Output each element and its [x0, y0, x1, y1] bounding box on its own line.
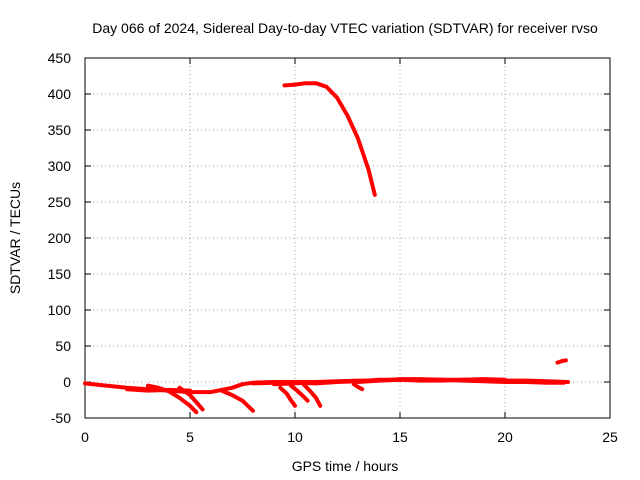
y-tick-label: 450: [48, 50, 72, 66]
x-tick-label: 15: [392, 429, 408, 445]
y-tick-label: 300: [48, 158, 72, 174]
series-high-arc: [282, 81, 377, 197]
y-tick-label: -50: [51, 410, 71, 426]
data-series: [83, 81, 570, 415]
y-tick-label: 150: [48, 266, 72, 282]
y-tick-label: 200: [48, 230, 72, 246]
x-tick-label: 0: [81, 429, 89, 445]
grid: [85, 58, 610, 418]
series-baseline-e: [356, 377, 507, 384]
series-dip-4: [278, 385, 297, 408]
series-dip-7: [351, 382, 365, 392]
series-dip-3: [219, 388, 255, 413]
series-dip-5: [288, 383, 310, 403]
y-tick-label: 0: [63, 374, 71, 390]
y-tick-label: 100: [48, 302, 72, 318]
series-baseline-b: [125, 387, 192, 393]
y-tick-label: 400: [48, 86, 72, 102]
x-axis-label: GPS time / hours: [292, 458, 399, 474]
series-short-arc: [555, 358, 568, 365]
axis-ticks: 0 5 10 15 20 25 -50 0 50 100 150 200 250 300 350 400 450: [48, 50, 618, 445]
chart-title: Day 066 of 2024, Sidereal Day-to-day VTE…: [92, 20, 598, 36]
y-tick-label: 50: [55, 338, 71, 354]
x-tick-label: 5: [186, 429, 194, 445]
series-dip-2: [177, 385, 205, 412]
x-tick-label: 25: [602, 429, 618, 445]
series-dip-6: [301, 382, 323, 408]
x-tick-label: 10: [287, 429, 303, 445]
x-tick-label: 20: [497, 429, 513, 445]
series-dip-1: [146, 383, 199, 415]
y-tick-label: 250: [48, 194, 72, 210]
y-axis-label: SDTVAR / TECUs: [7, 182, 23, 294]
y-tick-label: 350: [48, 122, 72, 138]
